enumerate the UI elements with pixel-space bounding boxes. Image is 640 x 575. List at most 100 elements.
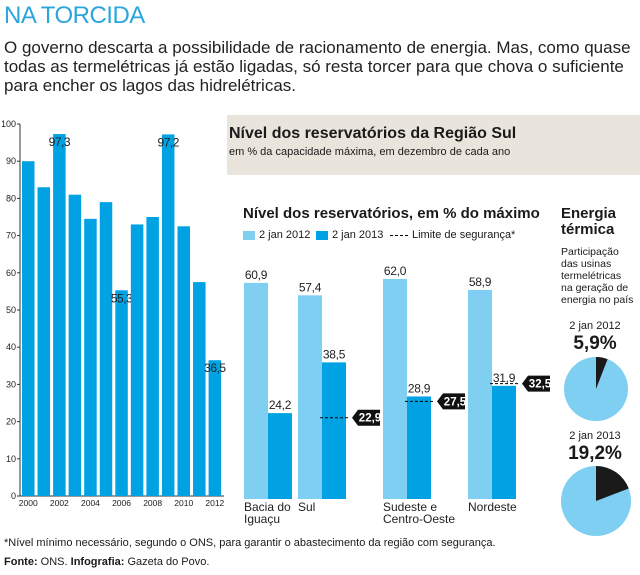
chart2-title: Nível dos reservatórios, em % do máximo xyxy=(243,205,540,222)
chart1-y-tick-label: 80 xyxy=(6,193,16,203)
chart3-subtitle-line: termelétricas xyxy=(561,270,622,282)
chart2-reservoir-comparison: 60,9 24,2 Bacia do Iguaçu 57,4 38,5 22,9 Sul 62,… xyxy=(244,264,552,526)
chart2-bar-0-s1 xyxy=(268,413,292,499)
chart1-bar-2008 xyxy=(146,217,159,496)
chart2-bar-1-s0 xyxy=(298,295,322,499)
chart2-bar-2-s0 xyxy=(383,279,407,499)
chart1-x-tick-label: 2006 xyxy=(112,498,131,508)
chart2-bar-label-2-s1: 28,9 xyxy=(408,381,431,395)
chart1-bar-2009 xyxy=(161,134,175,496)
chart1-bar-2007 xyxy=(130,224,144,496)
chart1-y-tick-label: 30 xyxy=(6,379,16,389)
chart1-y-tick-label: 40 xyxy=(6,342,16,352)
chart3-subtitle: Participação das usinas termelétricas na ge… xyxy=(561,246,639,306)
legend-item-safety: Limite de segurança* xyxy=(390,229,515,241)
infografia-value: Gazeta do Povo. xyxy=(127,556,210,568)
legend-swatch-2012 xyxy=(243,230,255,240)
pie-2013-date: 2 jan 2013 xyxy=(569,430,621,442)
chart1-x-tick-label: 2000 xyxy=(19,498,38,508)
pie-2012-date: 2 jan 2012 xyxy=(569,320,621,332)
chart1-title: Nível dos reservatórios da Região Sul xyxy=(229,125,517,142)
legend-item-2013: 2 jan 2013 xyxy=(316,229,383,241)
chart2-safety-tag-1 xyxy=(352,409,380,426)
source-value: ONS. xyxy=(40,556,68,568)
chart1-title-panel xyxy=(227,115,640,175)
chart1-y-tick-label: 60 xyxy=(6,268,16,278)
chart1-x-tick-label: 2004 xyxy=(81,498,100,508)
chart1-data-label-2012: 36,5 xyxy=(204,361,226,375)
chart1-bar-2001 xyxy=(37,187,51,496)
chart1-bar-2002 xyxy=(53,134,66,496)
pie-2012-value: 5,9% xyxy=(573,333,617,354)
chart1-x-tick-label: 2012 xyxy=(205,498,224,508)
chart3-subtitle-line: energia no país xyxy=(561,294,634,306)
chart1-x-tick-label: 2008 xyxy=(143,498,162,508)
chart2-category-label-1: Sul xyxy=(298,500,315,514)
chart2-bar-label-0-s0: 60,9 xyxy=(245,268,268,282)
legend-label-safety: Limite de segurança* xyxy=(412,229,516,241)
chart3-title-line: Energia xyxy=(561,205,617,222)
chart1-y-tick-label: 10 xyxy=(6,454,16,464)
chart1-bar-2006 xyxy=(115,290,128,496)
chart1-bar-2012 xyxy=(208,360,222,496)
page-title: NA TORCIDA xyxy=(4,2,145,29)
chart2-category-label-3: Nordeste xyxy=(468,500,517,514)
pie-2013-chart xyxy=(561,466,631,536)
chart2-safety-label-1: 22,9 xyxy=(359,413,381,425)
chart2-bar-label-3-s0: 58,9 xyxy=(469,275,492,289)
infografia-label: Infografia: xyxy=(70,556,125,568)
chart2-bar-3-s1 xyxy=(492,385,516,499)
chart2-category-label-2: Sudeste e Centro-Oeste xyxy=(383,500,455,526)
chart2-bar-label-0-s1: 24,2 xyxy=(269,398,292,412)
source-label: Fonte: xyxy=(4,556,38,568)
chart3-title: Energia térmica xyxy=(561,206,639,238)
legend-item-2012: 2 jan 2012 xyxy=(243,229,310,241)
chart2-bar-3-s0 xyxy=(468,290,492,499)
chart1-y-tick-label: 20 xyxy=(6,417,16,427)
chart1-historic-levels: 0 10 20 30 40 50 60 70 80 90 100 97,3 55,3 97,2 36,5 20… xyxy=(1,119,227,508)
chart1-bar-2003 xyxy=(68,194,82,496)
chart1-y-tick-label: 0 xyxy=(11,491,16,501)
chart2-safety-label-3: 32,5 xyxy=(529,379,552,391)
lede-text: O governo descarta a possibilidade de ra… xyxy=(4,38,631,95)
chart2-safety-tag-2 xyxy=(437,393,465,410)
chart1-y-tick-label: 70 xyxy=(6,231,16,241)
chart1-subtitle: em % da capacidade máxima, em dezembro d… xyxy=(229,146,511,158)
chart2-bar-label-1-s0: 57,4 xyxy=(299,280,322,294)
chart2-bar-1-s1 xyxy=(322,362,346,499)
pie-2013-value: 19,2% xyxy=(568,443,622,464)
chart3-title-line: térmica xyxy=(561,221,615,238)
chart2-bar-label-1-s1: 38,5 xyxy=(323,347,346,361)
chart1-data-label-2002: 97,3 xyxy=(49,135,71,149)
chart3-subtitle-line: Participação xyxy=(561,246,619,258)
legend-swatch-2013 xyxy=(316,230,328,240)
pie-2012-chart xyxy=(564,357,628,421)
chart2-bar-0-s0 xyxy=(244,282,268,499)
legend-dash-safety xyxy=(390,234,408,236)
source-credits: Fonte: ONS. Infografia: Gazeta do Povo. xyxy=(4,556,209,568)
chart3-subtitle-line: na geração de xyxy=(561,282,629,294)
chart1-x-tick-label: 2010 xyxy=(174,498,193,508)
chart1-x-tick-label: 2002 xyxy=(50,498,69,508)
legend-label-2013: 2 jan 2013 xyxy=(332,229,384,241)
chart1-data-label-2006: 55,3 xyxy=(111,291,133,305)
footnote: *Nível mínimo necessário, segundo o ONS,… xyxy=(4,537,496,549)
chart1-bar-2000 xyxy=(22,161,35,496)
chart2-category-label-0: Bacia do Iguaçu xyxy=(244,500,291,526)
chart1-y-tick-label: 90 xyxy=(6,156,16,166)
chart2-safety-tag-3 xyxy=(522,375,550,392)
chart2-safety-label-2: 27,5 xyxy=(444,396,467,408)
chart3-subtitle-line: das usinas xyxy=(561,258,612,270)
chart2-bar-label-2-s0: 62,0 xyxy=(384,264,407,278)
pie-slice-thermal xyxy=(596,357,608,389)
chart1-y-tick-label: 50 xyxy=(6,305,16,315)
chart2-bar-label-3-s1: 31,9 xyxy=(493,371,516,385)
chart1-bar-2004 xyxy=(84,218,97,497)
pie-slice-thermal xyxy=(596,466,629,501)
chart1-y-tick-label: 100 xyxy=(1,119,16,129)
legend-label-2012: 2 jan 2012 xyxy=(259,229,311,241)
chart2-bar-2-s1 xyxy=(407,396,431,499)
chart1-bar-2011 xyxy=(193,282,206,496)
chart1-bar-2010 xyxy=(177,226,190,497)
chart1-data-label-2009: 97,2 xyxy=(158,135,180,149)
